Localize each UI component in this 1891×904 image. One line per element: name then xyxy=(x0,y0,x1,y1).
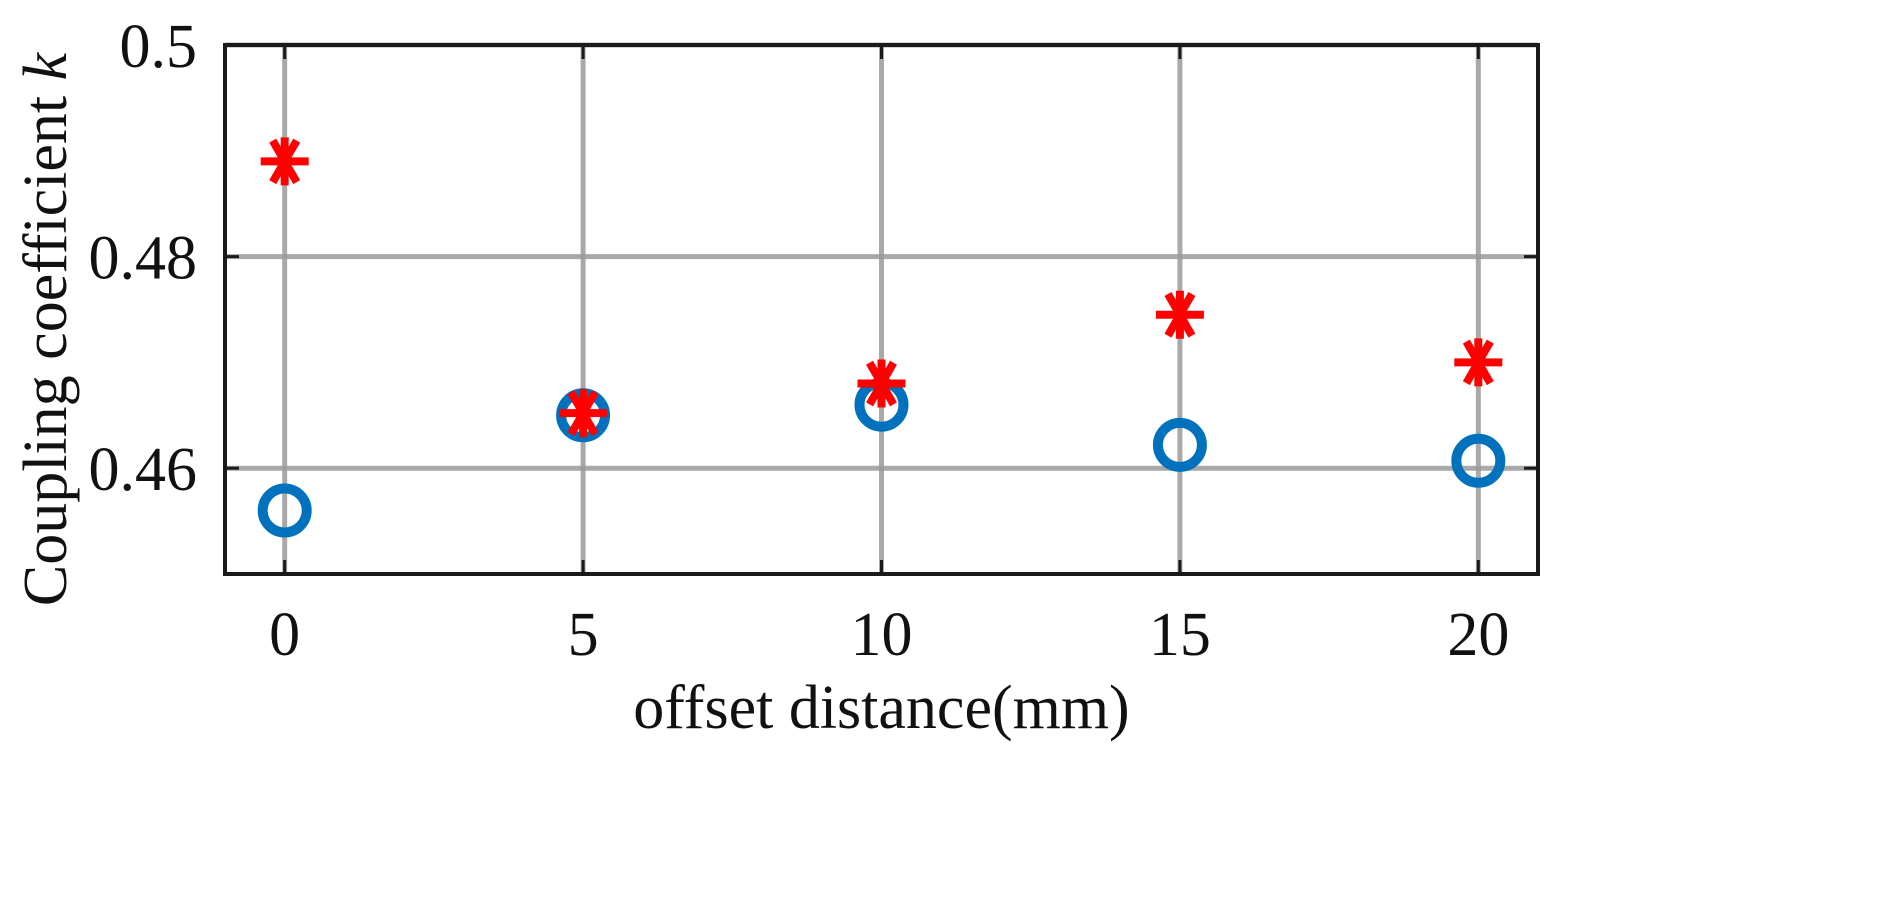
circle-marker xyxy=(257,483,312,538)
circle-marker xyxy=(1451,433,1506,488)
y-axis-label: Coupling coefficient k xyxy=(12,51,80,606)
asterisk-marker xyxy=(559,389,608,438)
y-tick-labels: 0.46 0.48 0.5 xyxy=(89,13,198,504)
x-tick-label: 0 xyxy=(269,601,300,669)
x-tick-labels: 0 5 10 15 20 xyxy=(269,601,1509,669)
y-tick-label: 0.46 xyxy=(89,436,198,504)
x-tick-label: 5 xyxy=(568,601,599,669)
circle-marker xyxy=(1152,417,1207,472)
y-axis-label-variable: k xyxy=(12,51,80,80)
asterisk-marker xyxy=(1155,290,1204,339)
grid-lines xyxy=(225,42,1538,574)
y-tick-label: 0.5 xyxy=(120,13,198,81)
x-tick-label: 15 xyxy=(1149,601,1211,669)
x-axis-label: offset distance(mm) xyxy=(633,674,1129,742)
asterisk-marker xyxy=(857,359,906,408)
x-tick-label: 20 xyxy=(1447,601,1509,669)
data-markers xyxy=(257,137,1506,538)
axis-ticks xyxy=(225,43,1538,574)
y-axis-label-text: Coupling coefficient xyxy=(12,80,80,606)
asterisk-marker xyxy=(1454,338,1503,387)
asterisk-marker xyxy=(260,137,309,186)
x-tick-label: 10 xyxy=(851,601,913,669)
y-tick-label: 0.48 xyxy=(89,225,198,293)
